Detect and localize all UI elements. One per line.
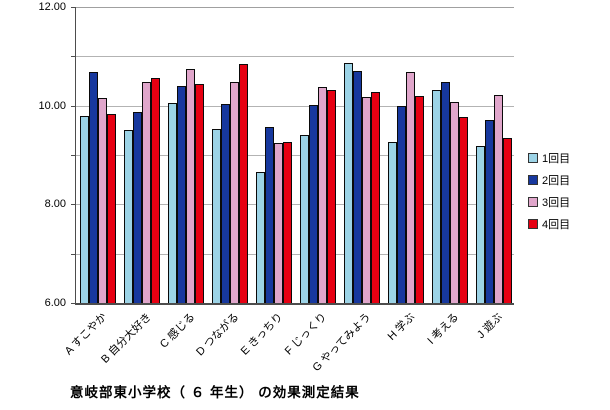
- bar-series-2: [441, 81, 450, 303]
- bar-series-1: [432, 89, 441, 303]
- x-axis-label: C 感じる: [157, 311, 198, 351]
- legend-label: 3回目: [542, 197, 571, 209]
- y-axis-tick: [71, 303, 75, 304]
- gridline: [76, 155, 514, 156]
- gridline: [76, 7, 514, 8]
- bar-series-1: [300, 134, 309, 303]
- bar-group: [124, 7, 160, 303]
- x-axis-label: H 学ぶ: [385, 311, 418, 343]
- bar-series-4: [459, 117, 468, 303]
- bar-group: [256, 7, 292, 303]
- gridline: [76, 105, 514, 107]
- bar-series-1: [476, 145, 485, 303]
- legend-label: 4回目: [542, 219, 571, 231]
- bar-series-1: [124, 129, 133, 303]
- bar-series-4: [239, 63, 248, 303]
- x-axis-label: F じっくり: [282, 311, 330, 358]
- bar-series-4: [327, 90, 336, 303]
- bar-series-4: [283, 141, 292, 303]
- x-axis-label: D つながる: [194, 311, 242, 359]
- bar-series-2: [89, 71, 98, 303]
- bar-group: [80, 7, 116, 303]
- legend-item: 1回目: [528, 152, 571, 165]
- gridline: [76, 253, 514, 255]
- bar-series-3: [406, 72, 415, 303]
- x-axis-label: J 遊ぶ: [475, 311, 506, 342]
- legend-swatch-icon: [528, 197, 538, 207]
- bar-series-2: [221, 104, 230, 303]
- bar-series-4: [503, 138, 512, 303]
- bar-group: [168, 7, 204, 303]
- y-axis-label: 10.00: [38, 99, 66, 112]
- y-axis-tick: [71, 56, 75, 58]
- bar-series-1: [168, 102, 177, 303]
- bar-group: [476, 7, 512, 303]
- chart-title: 意岐部東小学校（ ６ 年生） の効果測定結果: [70, 385, 360, 400]
- bar-series-3: [186, 69, 195, 303]
- legend-item: 3回目: [528, 196, 571, 209]
- y-axis-tick: [71, 105, 75, 107]
- x-axis-label: I 考える: [425, 311, 462, 347]
- bar-series-2: [397, 105, 406, 303]
- bar-series-2: [485, 120, 494, 303]
- bar-series-4: [415, 95, 424, 303]
- bar-group: [212, 7, 248, 303]
- bar-series-2: [177, 85, 186, 303]
- y-axis-tick: [71, 253, 75, 255]
- bar-group: [432, 7, 468, 303]
- legend: 1回目 2回目 3回目 4回目: [528, 152, 570, 240]
- bar-series-1: [388, 141, 397, 303]
- bar-series-1: [344, 63, 353, 303]
- legend-item: 2回目: [528, 174, 571, 187]
- x-axis-label: E きっちり: [238, 311, 286, 358]
- bar-series-3: [142, 82, 151, 303]
- bar-series-3: [450, 102, 459, 303]
- bar-series-4: [107, 114, 116, 303]
- bar-series-1: [256, 172, 265, 303]
- y-axis-tick: [71, 155, 75, 156]
- legend-label: 1回目: [542, 153, 571, 165]
- y-axis-label: 6.00: [44, 297, 66, 309]
- bar-group: [300, 7, 336, 303]
- bar-group: [344, 7, 380, 303]
- bar-group: [388, 7, 424, 303]
- bar-series-3: [230, 82, 239, 303]
- bar-series-2: [309, 104, 318, 303]
- bar-series-2: [133, 112, 142, 303]
- legend-swatch-icon: [528, 175, 538, 185]
- bar-series-1: [212, 128, 221, 303]
- plot-area: [75, 7, 514, 305]
- legend-item: 4回目: [528, 218, 571, 231]
- bar-series-4: [151, 77, 160, 303]
- bar-series-3: [494, 94, 503, 303]
- bar-series-1: [80, 116, 89, 303]
- bar-series-4: [195, 83, 204, 303]
- bar-series-2: [265, 127, 274, 303]
- bar-series-3: [98, 98, 107, 303]
- bar-series-3: [362, 97, 371, 303]
- gridline: [76, 204, 514, 206]
- bar-series-4: [371, 92, 380, 303]
- y-axis-tick: [71, 204, 75, 206]
- y-axis-label: 12.00: [38, 1, 66, 13]
- y-axis-tick: [71, 7, 75, 8]
- gridline: [76, 56, 514, 58]
- legend-swatch-icon: [528, 153, 538, 163]
- bar-series-3: [318, 87, 327, 303]
- legend-swatch-icon: [528, 219, 538, 229]
- x-axis-label: A すこやか: [62, 311, 110, 358]
- bar-series-2: [353, 71, 362, 303]
- y-axis-label: 8.00: [44, 198, 66, 211]
- legend-label: 2回目: [542, 175, 571, 187]
- bar-series-3: [274, 143, 283, 303]
